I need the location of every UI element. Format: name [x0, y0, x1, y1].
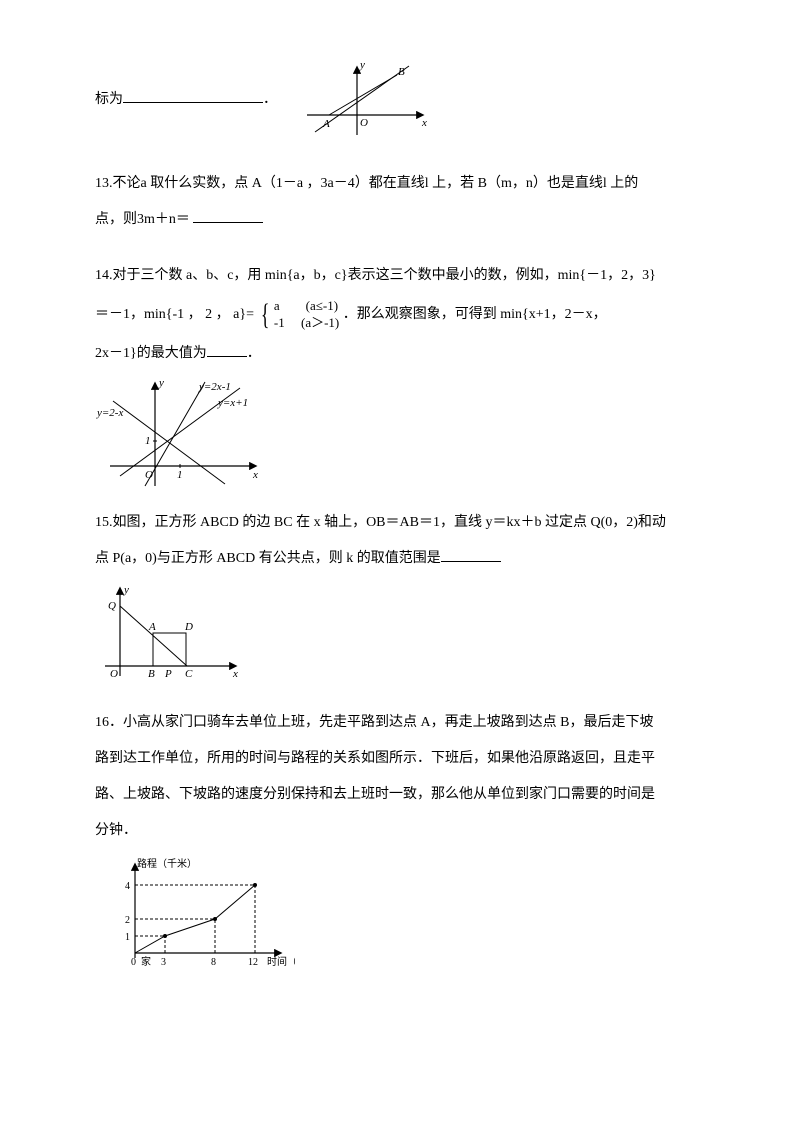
svg-text:P: P — [164, 668, 172, 680]
svg-text:0: 0 — [131, 957, 136, 968]
svg-text:y=2x-1: y=2x-1 — [198, 381, 231, 393]
q14-line3-post: ． — [247, 346, 261, 361]
q12-suffix: ． — [263, 92, 277, 107]
q13-line2-pre: 点，则3m＋n＝ — [95, 212, 190, 227]
q14-line2-pre: ＝－1，min{-1 ， 2 ， a}= — [95, 307, 254, 322]
svg-text:x: x — [252, 469, 258, 481]
svg-text:B: B — [398, 66, 405, 78]
svg-text:O: O — [360, 117, 368, 129]
q12-blank — [123, 88, 263, 103]
svg-text:4: 4 — [125, 881, 130, 892]
q14-line1: 14.对于三个数 a、b、c，用 min{a，b，c}表示这三个数中最小的数，例… — [95, 262, 699, 290]
svg-text:1: 1 — [125, 932, 130, 943]
q13-blank — [193, 208, 263, 223]
svg-text:2: 2 — [125, 915, 130, 926]
svg-text:8: 8 — [211, 957, 216, 968]
q14-figure: y x O 1 1 y=2x-1 y=x+1 y=2-x — [95, 376, 699, 491]
svg-text:O: O — [110, 668, 118, 680]
svg-text:路程（千米）: 路程（千米） — [137, 857, 197, 870]
svg-text:y=x+1: y=x+1 — [217, 397, 248, 409]
q16-line1: 16．小高从家门口骑车去单位上班，先走平路到达点 A，再走上坡路到达点 B，最后… — [95, 709, 699, 737]
q13-line1: 13.不论a 取什么实数，点 A（1－a ，3a－4）都在直线l 上，若 B（m… — [95, 170, 699, 198]
svg-text:Q: Q — [108, 600, 116, 612]
svg-text:y: y — [123, 584, 129, 596]
svg-text:B: B — [148, 668, 155, 680]
svg-text:y: y — [359, 60, 365, 71]
q16-line2: 路到达工作单位，所用的时间与路程的关系如图所示．下班后，如果他沿原路返回，且走平 — [95, 745, 699, 773]
svg-text:1: 1 — [177, 469, 183, 481]
q14-line3-pre: 2x－1}的最大值为 — [95, 346, 207, 361]
q16-figure: 4 2 1 0 3 8 12 家 路程（千米） 时间（分钟） — [95, 853, 699, 973]
svg-text:x: x — [421, 117, 427, 129]
q15-line2-pre: 点 P(a，0)与正方形 ABCD 有公共点，则 k 的取值范围是 — [95, 551, 441, 566]
q14-cases: { a (a≤-1) -1 (a＞-1) — [258, 298, 340, 332]
svg-text:D: D — [184, 621, 193, 633]
q14-blank — [207, 341, 247, 356]
svg-text:y=2-x: y=2-x — [96, 407, 123, 419]
svg-text:x: x — [232, 668, 238, 680]
svg-text:A: A — [148, 621, 156, 633]
svg-text:O: O — [145, 469, 153, 481]
svg-text:3: 3 — [161, 957, 166, 968]
svg-text:时间（分钟）: 时间（分钟） — [267, 955, 295, 968]
q15-line1: 15.如图，正方形 ABCD 的边 BC 在 x 轴上，OB＝AB＝1，直线 y… — [95, 509, 699, 537]
q12-prefix: 标为 — [95, 92, 123, 107]
svg-text:y: y — [158, 377, 164, 389]
q12-figure: y x A O B — [297, 60, 432, 140]
svg-text:1: 1 — [145, 435, 151, 447]
q14-line2-post: ．那么观察图象，可得到 min{x+1，2－x， — [343, 307, 607, 322]
q15-blank — [441, 546, 501, 561]
svg-text:12: 12 — [248, 957, 258, 968]
svg-text:C: C — [185, 668, 193, 680]
q16-line3: 路、上坡路、下坡路的速度分别保持和去上班时一致，那么他从单位到家门口需要的时间是 — [95, 781, 699, 809]
q15-figure: y x O Q A D B P C — [95, 581, 699, 681]
svg-text:家: 家 — [141, 955, 151, 968]
q16-line4: 分钟． — [95, 817, 699, 845]
svg-text:A: A — [322, 118, 330, 130]
